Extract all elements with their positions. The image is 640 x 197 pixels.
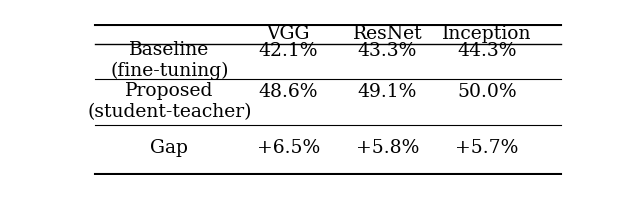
Text: Proposed
(student-teacher): Proposed (student-teacher) <box>87 82 252 121</box>
Text: 44.3%: 44.3% <box>457 42 516 60</box>
Text: Inception: Inception <box>442 25 531 43</box>
Text: 42.1%: 42.1% <box>259 42 318 60</box>
Text: VGG: VGG <box>267 25 310 43</box>
Text: +6.5%: +6.5% <box>257 139 320 157</box>
Text: 43.3%: 43.3% <box>358 42 417 60</box>
Text: +5.7%: +5.7% <box>455 139 518 157</box>
Text: 50.0%: 50.0% <box>457 83 516 101</box>
Text: 48.6%: 48.6% <box>259 83 318 101</box>
Text: Gap: Gap <box>150 139 188 157</box>
Text: 49.1%: 49.1% <box>358 83 417 101</box>
Text: ResNet: ResNet <box>353 25 422 43</box>
Text: +5.8%: +5.8% <box>356 139 419 157</box>
Text: Baseline
(fine-tuning): Baseline (fine-tuning) <box>110 41 228 80</box>
